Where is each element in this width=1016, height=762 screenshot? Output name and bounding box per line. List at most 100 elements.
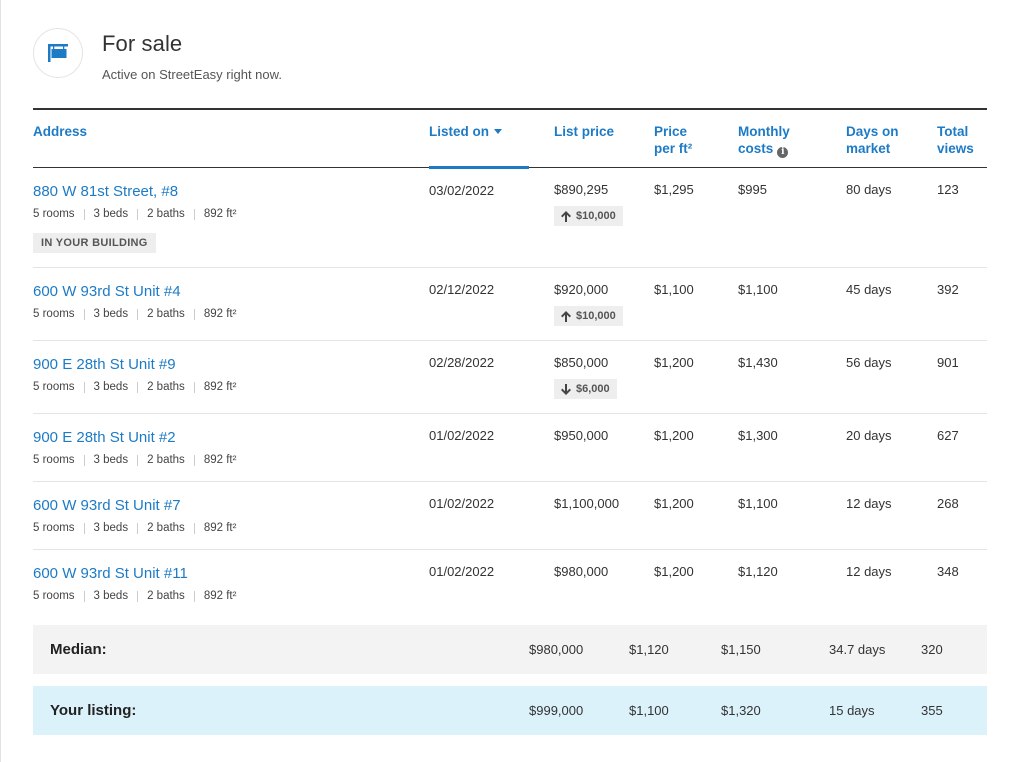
listed-date: 03/02/2022 [429, 183, 495, 198]
monthly-costs: $1,120 [738, 564, 778, 579]
total-views: 348 [937, 564, 959, 579]
monthly-costs: $1,100 [738, 282, 778, 297]
monthly-costs: $995 [738, 182, 767, 197]
listed-date: 01/02/2022 [429, 428, 495, 443]
price-per-ft: $1,200 [654, 496, 694, 511]
rooms-count: 5 rooms [33, 381, 75, 393]
sort-caret-icon [494, 129, 502, 134]
column-header-address[interactable]: Address [33, 109, 429, 168]
total-views: 392 [937, 282, 959, 297]
median-days: 34.7 days [829, 642, 886, 657]
your-monthly: $1,320 [721, 703, 761, 718]
area-value: 892 ft² [203, 522, 237, 534]
price-per-ft: $1,100 [654, 282, 694, 297]
listing-specs: 5 rooms 3 beds 2 baths 892 ft² [33, 308, 429, 320]
sign-icon [33, 28, 83, 78]
section-title: For sale [102, 31, 183, 56]
beds-count: 3 beds [93, 308, 129, 320]
baths-count: 2 baths [147, 454, 185, 466]
arrow-up-icon [561, 310, 576, 322]
listing-address-link[interactable]: 600 W 93rd St Unit #7 [33, 497, 181, 514]
table-row: 600 W 93rd St Unit #11 5 rooms 3 beds 2 bat… [33, 550, 987, 630]
building-tag: IN YOUR BUILDING [33, 233, 156, 253]
table-header-row: Address Listed on List price Price per ft… [33, 109, 987, 169]
rooms-count: 5 rooms [33, 590, 75, 602]
days-on-market: 12 days [846, 496, 892, 511]
price-per-ft: $1,200 [654, 355, 694, 370]
listing-address-link[interactable]: 880 W 81st Street, #8 [33, 183, 179, 200]
table-row: 600 W 93rd St Unit #4 5 rooms 3 beds 2 bath… [33, 267, 987, 341]
area-value: 892 ft² [203, 590, 237, 602]
panel-border [0, 0, 1, 762]
arrow-up-icon [561, 210, 576, 222]
beds-count: 3 beds [93, 381, 129, 393]
section-subtitle: Active on StreetEasy right now. [102, 67, 282, 82]
days-on-market: 45 days [846, 282, 892, 297]
listings-table: Address Listed on List price Price per ft… [33, 108, 987, 630]
days-on-market: 56 days [846, 355, 892, 370]
monthly-costs: $1,430 [738, 355, 778, 370]
area-value: 892 ft² [203, 454, 237, 466]
median-views: 320 [921, 642, 943, 657]
column-header-listed-on[interactable]: Listed on [429, 109, 529, 169]
rooms-count: 5 rooms [33, 454, 75, 466]
list-price: $1,100,000 [554, 496, 620, 511]
median-price: $980,000 [529, 642, 584, 657]
days-on-market: 80 days [846, 182, 892, 197]
info-icon[interactable]: i [777, 147, 789, 158]
your-listing-label: Your listing: [50, 702, 137, 719]
column-header-list-price[interactable]: List price [529, 109, 629, 168]
listing-specs: 5 rooms 3 beds 2 baths 892 ft² [33, 454, 429, 466]
list-price: $850,000 [554, 355, 609, 370]
column-header-total-views[interactable]: Total views [921, 109, 987, 168]
listed-date: 01/02/2022 [429, 496, 495, 511]
listed-date: 02/12/2022 [429, 282, 495, 297]
price-change-badge: $10,000 [554, 306, 623, 326]
baths-count: 2 baths [147, 208, 185, 220]
column-header-monthly-costs[interactable]: Monthly costs i [721, 109, 829, 168]
listing-specs: 5 rooms 3 beds 2 baths 892 ft² [33, 590, 429, 602]
area-value: 892 ft² [203, 208, 237, 220]
column-header-days-on-market[interactable]: Days on market [829, 109, 921, 168]
listing-address-link[interactable]: 600 W 93rd St Unit #11 [33, 565, 188, 582]
listed-date: 02/28/2022 [429, 355, 495, 370]
beds-count: 3 beds [93, 590, 129, 602]
baths-count: 2 baths [147, 381, 185, 393]
listing-address-link[interactable]: 600 W 93rd St Unit #4 [33, 283, 181, 300]
area-value: 892 ft² [203, 381, 237, 393]
beds-count: 3 beds [93, 208, 129, 220]
list-price: $980,000 [554, 564, 609, 579]
your-views: 355 [921, 703, 943, 718]
listing-address-link[interactable]: 900 E 28th St Unit #2 [33, 429, 176, 446]
arrow-down-icon [561, 383, 576, 395]
listing-specs: 5 rooms 3 beds 2 baths 892 ft² [33, 381, 429, 393]
baths-count: 2 baths [147, 590, 185, 602]
price-change-badge: $6,000 [554, 379, 617, 399]
your-days: 15 days [829, 703, 875, 718]
monthly-costs: $1,300 [738, 428, 778, 443]
table-row: 900 E 28th St Unit #2 5 rooms 3 beds 2 bath… [33, 413, 987, 482]
total-views: 901 [937, 355, 959, 370]
rooms-count: 5 rooms [33, 522, 75, 534]
beds-count: 3 beds [93, 454, 129, 466]
total-views: 123 [937, 182, 959, 197]
rooms-count: 5 rooms [33, 208, 75, 220]
table-row: 900 E 28th St Unit #9 5 rooms 3 beds 2 bath… [33, 340, 987, 414]
rooms-count: 5 rooms [33, 308, 75, 320]
listing-specs: 5 rooms 3 beds 2 baths 892 ft² [33, 208, 429, 220]
your-price-per-ft: $1,100 [629, 703, 669, 718]
listing-specs: 5 rooms 3 beds 2 baths 892 ft² [33, 522, 429, 534]
listed-date: 01/02/2022 [429, 564, 495, 579]
price-per-ft: $1,295 [654, 182, 694, 197]
price-per-ft: $1,200 [654, 428, 694, 443]
days-on-market: 12 days [846, 564, 892, 579]
column-header-price-per-ft[interactable]: Price per ft² [629, 109, 721, 168]
table-row: 600 W 93rd St Unit #7 5 rooms 3 beds 2 bath… [33, 481, 987, 550]
your-listing-row: Your listing: $999,000 $1,100 $1,320 15 … [33, 686, 987, 735]
median-label: Median: [50, 641, 107, 658]
baths-count: 2 baths [147, 308, 185, 320]
listing-address-link[interactable]: 900 E 28th St Unit #9 [33, 356, 176, 373]
area-value: 892 ft² [203, 308, 237, 320]
total-views: 627 [937, 428, 959, 443]
monthly-costs: $1,100 [738, 496, 778, 511]
